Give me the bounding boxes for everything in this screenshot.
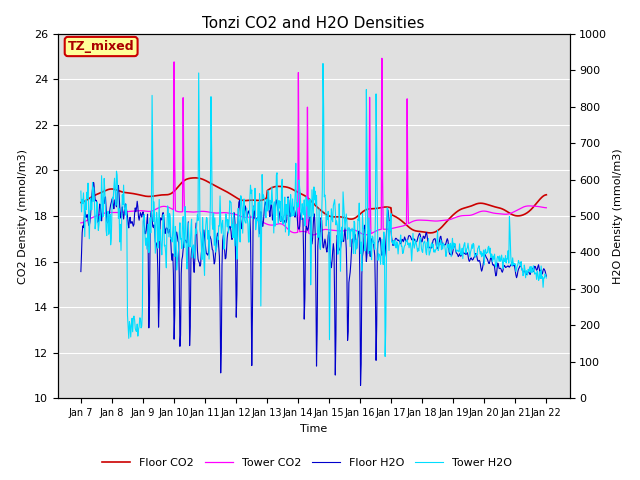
- Floor H2O: [371, 253, 379, 259]
- Tower H2O: [371, 240, 378, 246]
- Tower H2O: [133, 321, 141, 327]
- Tower H2O: [543, 275, 550, 281]
- Floor H2O: [86, 223, 93, 228]
- Tower H2O: [319, 60, 327, 66]
- Line: Tower H2O: Tower H2O: [81, 63, 547, 357]
- Y-axis label: H2O Density (mmol/m3): H2O Density (mmol/m3): [613, 148, 623, 284]
- Tower CO2: [378, 55, 386, 61]
- Line: Tower CO2: Tower CO2: [81, 58, 547, 235]
- Tower H2O: [205, 256, 213, 262]
- Floor CO2: [191, 175, 198, 181]
- Floor H2O: [77, 269, 84, 275]
- Floor CO2: [206, 180, 214, 186]
- Tower CO2: [205, 209, 213, 215]
- Floor CO2: [180, 178, 188, 183]
- Floor CO2: [371, 206, 378, 212]
- Tower CO2: [180, 209, 188, 215]
- Tower H2O: [86, 236, 93, 241]
- Floor CO2: [86, 195, 93, 201]
- Line: Floor H2O: Floor H2O: [81, 182, 547, 385]
- Tower CO2: [77, 220, 84, 226]
- X-axis label: Time: Time: [300, 424, 327, 433]
- Floor H2O: [181, 237, 189, 243]
- Tower H2O: [385, 228, 392, 234]
- Tower H2O: [77, 188, 84, 194]
- Floor H2O: [543, 273, 550, 279]
- Floor CO2: [427, 230, 435, 236]
- Tower CO2: [309, 232, 317, 238]
- Tower CO2: [385, 226, 392, 232]
- Floor H2O: [385, 211, 392, 216]
- Tower H2O: [381, 354, 389, 360]
- Title: Tonzi CO2 and H2O Densities: Tonzi CO2 and H2O Densities: [202, 16, 425, 31]
- Floor CO2: [133, 192, 141, 197]
- Y-axis label: CO2 Density (mmol/m3): CO2 Density (mmol/m3): [18, 148, 28, 284]
- Floor H2O: [206, 233, 214, 239]
- Tower CO2: [371, 229, 378, 235]
- Tower CO2: [133, 208, 141, 214]
- Legend: Floor CO2, Tower CO2, Floor H2O, Tower H2O: Floor CO2, Tower CO2, Floor H2O, Tower H…: [98, 453, 516, 472]
- Line: Floor CO2: Floor CO2: [81, 178, 547, 233]
- Floor CO2: [384, 204, 392, 210]
- Tower CO2: [543, 205, 550, 211]
- Floor CO2: [77, 200, 84, 205]
- Floor H2O: [90, 180, 97, 185]
- Tower H2O: [180, 244, 188, 250]
- Text: TZ_mixed: TZ_mixed: [68, 40, 134, 53]
- Floor H2O: [356, 383, 364, 388]
- Tower CO2: [86, 216, 93, 222]
- Floor H2O: [134, 204, 141, 210]
- Floor CO2: [543, 192, 550, 198]
